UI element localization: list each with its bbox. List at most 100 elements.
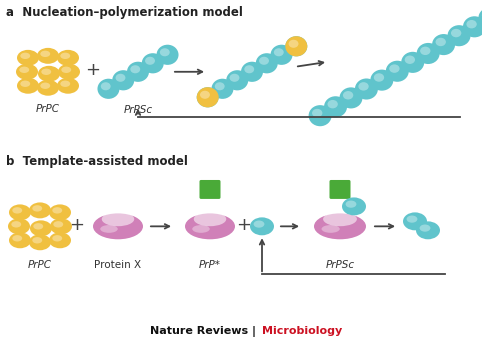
Ellipse shape — [40, 83, 50, 89]
Ellipse shape — [203, 200, 213, 207]
Ellipse shape — [451, 29, 461, 37]
Text: PrPC: PrPC — [28, 260, 52, 270]
Ellipse shape — [112, 70, 134, 90]
Ellipse shape — [259, 57, 269, 65]
Ellipse shape — [100, 225, 118, 233]
Ellipse shape — [60, 81, 70, 87]
Ellipse shape — [41, 69, 51, 75]
Ellipse shape — [479, 7, 482, 29]
Text: +: + — [85, 61, 101, 79]
Ellipse shape — [436, 38, 446, 46]
Ellipse shape — [13, 235, 22, 241]
Ellipse shape — [130, 65, 140, 73]
Text: Nature Reviews |: Nature Reviews | — [150, 326, 260, 337]
Ellipse shape — [389, 64, 400, 73]
Ellipse shape — [102, 212, 134, 226]
Ellipse shape — [285, 36, 308, 56]
Ellipse shape — [17, 50, 39, 66]
FancyBboxPatch shape — [200, 180, 220, 199]
Text: PrPC: PrPC — [36, 104, 60, 114]
Ellipse shape — [308, 105, 332, 126]
Ellipse shape — [215, 82, 225, 90]
Ellipse shape — [314, 214, 366, 239]
Ellipse shape — [407, 216, 417, 223]
Ellipse shape — [274, 48, 284, 56]
Ellipse shape — [200, 91, 210, 99]
Text: b  Template-assisted model: b Template-assisted model — [6, 155, 188, 168]
Ellipse shape — [40, 51, 50, 57]
Ellipse shape — [57, 50, 79, 66]
Ellipse shape — [30, 220, 52, 236]
Ellipse shape — [38, 66, 60, 82]
Ellipse shape — [334, 200, 343, 207]
Ellipse shape — [416, 43, 440, 64]
Ellipse shape — [192, 225, 210, 233]
Ellipse shape — [185, 214, 235, 239]
Ellipse shape — [374, 73, 384, 82]
Ellipse shape — [58, 64, 80, 80]
Ellipse shape — [432, 34, 455, 55]
Text: Microbiology: Microbiology — [262, 326, 342, 336]
Ellipse shape — [270, 45, 293, 65]
Ellipse shape — [49, 232, 71, 248]
FancyBboxPatch shape — [330, 180, 350, 199]
Ellipse shape — [312, 109, 322, 117]
Ellipse shape — [97, 79, 120, 99]
Ellipse shape — [32, 237, 42, 243]
Ellipse shape — [339, 87, 362, 108]
Ellipse shape — [420, 47, 430, 55]
Ellipse shape — [254, 221, 265, 228]
Ellipse shape — [9, 204, 31, 220]
Ellipse shape — [50, 218, 72, 234]
Ellipse shape — [49, 204, 71, 220]
Ellipse shape — [403, 212, 427, 230]
Ellipse shape — [324, 96, 347, 117]
Ellipse shape — [116, 74, 125, 82]
Ellipse shape — [160, 48, 170, 56]
Ellipse shape — [19, 67, 29, 73]
Ellipse shape — [11, 221, 21, 227]
Ellipse shape — [127, 62, 149, 82]
Ellipse shape — [37, 80, 59, 96]
Ellipse shape — [29, 234, 51, 250]
Ellipse shape — [200, 91, 210, 99]
Ellipse shape — [57, 78, 79, 94]
Ellipse shape — [321, 225, 340, 233]
Text: a  Nucleation–polymerization model: a Nucleation–polymerization model — [6, 6, 243, 19]
Text: PrP*: PrP* — [199, 260, 221, 270]
Ellipse shape — [323, 212, 357, 226]
Ellipse shape — [289, 40, 298, 48]
Ellipse shape — [32, 205, 42, 211]
Text: Protein X: Protein X — [94, 260, 142, 270]
Ellipse shape — [420, 224, 430, 232]
Ellipse shape — [16, 64, 38, 80]
Ellipse shape — [289, 40, 298, 48]
Text: PrPSc: PrPSc — [123, 105, 153, 115]
Ellipse shape — [157, 45, 178, 65]
Text: +: + — [69, 216, 84, 234]
Ellipse shape — [416, 221, 440, 239]
Ellipse shape — [358, 82, 369, 90]
Ellipse shape — [53, 235, 62, 241]
Ellipse shape — [197, 87, 219, 107]
Ellipse shape — [93, 214, 143, 239]
Ellipse shape — [197, 87, 219, 107]
Ellipse shape — [467, 20, 477, 29]
Ellipse shape — [447, 25, 470, 46]
Ellipse shape — [142, 53, 164, 73]
Ellipse shape — [229, 74, 240, 82]
Ellipse shape — [355, 79, 378, 100]
Ellipse shape — [244, 65, 254, 73]
Ellipse shape — [17, 78, 39, 94]
Ellipse shape — [9, 232, 31, 248]
Ellipse shape — [327, 100, 338, 108]
Ellipse shape — [29, 202, 51, 218]
Ellipse shape — [226, 70, 248, 90]
Ellipse shape — [13, 207, 22, 214]
Ellipse shape — [250, 217, 274, 235]
Ellipse shape — [54, 221, 63, 227]
Ellipse shape — [401, 52, 424, 73]
Ellipse shape — [212, 79, 233, 99]
Ellipse shape — [37, 48, 59, 64]
Ellipse shape — [61, 67, 71, 73]
